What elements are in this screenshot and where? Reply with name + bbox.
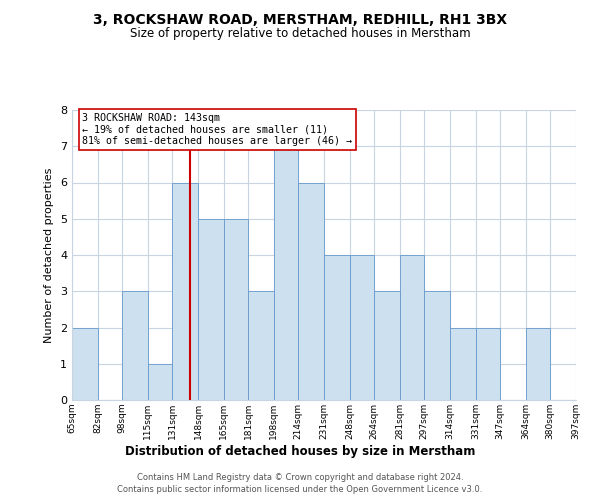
Bar (72, 328, 98, 400)
Y-axis label: Number of detached properties: Number of detached properties (44, 168, 55, 342)
Bar (526, 328, 550, 400)
Bar (350, 255, 374, 400)
Bar (424, 291, 450, 400)
Bar (450, 328, 476, 400)
Bar (198, 219, 224, 400)
Bar (148, 364, 172, 400)
Bar (172, 182, 198, 400)
Bar (224, 219, 248, 400)
Bar (248, 291, 274, 400)
Bar (122, 291, 148, 400)
Bar (476, 328, 500, 400)
Bar (400, 255, 424, 400)
Bar (374, 291, 400, 400)
Text: Distribution of detached houses by size in Merstham: Distribution of detached houses by size … (125, 444, 475, 458)
Text: 3, ROCKSHAW ROAD, MERSTHAM, REDHILL, RH1 3BX: 3, ROCKSHAW ROAD, MERSTHAM, REDHILL, RH1… (93, 12, 507, 26)
Text: 3 ROCKSHAW ROAD: 143sqm
← 19% of detached houses are smaller (11)
81% of semi-de: 3 ROCKSHAW ROAD: 143sqm ← 19% of detache… (82, 113, 352, 146)
Bar (274, 146, 298, 400)
Text: Size of property relative to detached houses in Merstham: Size of property relative to detached ho… (130, 28, 470, 40)
Bar (298, 182, 324, 400)
Bar (324, 255, 350, 400)
Text: Contains HM Land Registry data © Crown copyright and database right 2024.
Contai: Contains HM Land Registry data © Crown c… (118, 472, 482, 494)
